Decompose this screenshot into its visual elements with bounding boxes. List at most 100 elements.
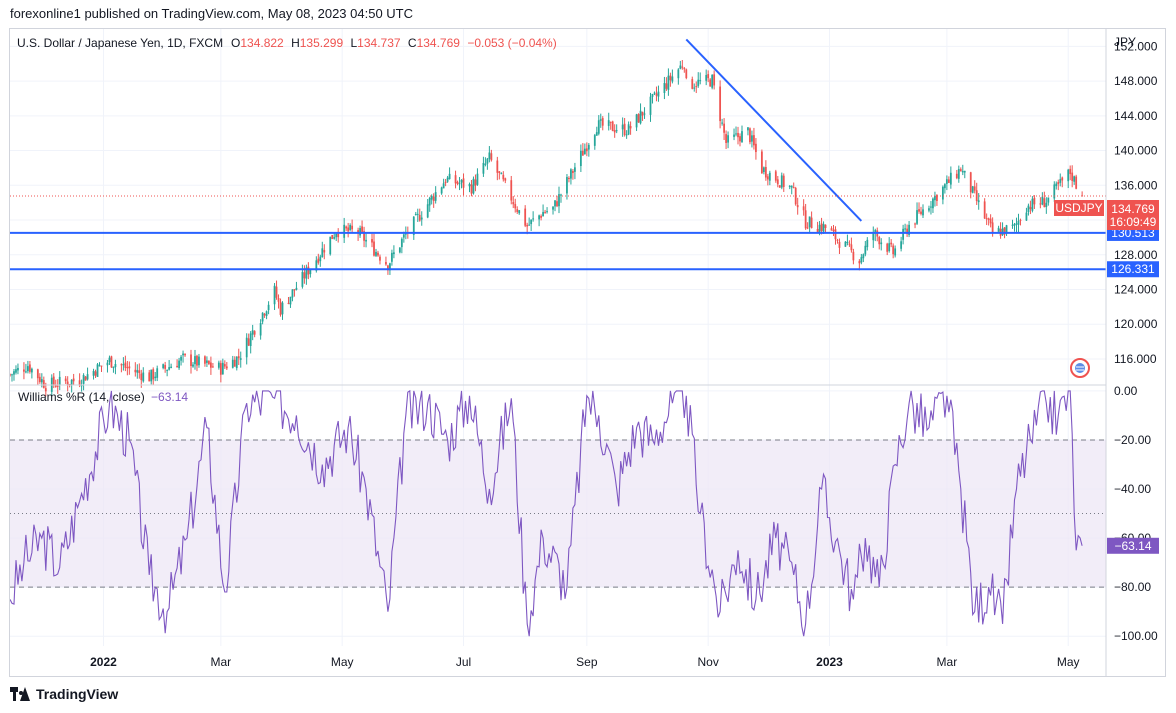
candle-body [504, 178, 507, 181]
candle-body [1047, 197, 1050, 203]
candle-body [456, 181, 459, 184]
candle [621, 117, 624, 137]
candle [211, 362, 214, 368]
candle [1015, 217, 1018, 233]
candle [916, 202, 918, 225]
candle [1067, 168, 1070, 189]
candle-body [385, 261, 387, 265]
candle-body [776, 179, 779, 185]
candle [560, 193, 562, 203]
candle-body [476, 173, 479, 185]
candle [1075, 174, 1078, 190]
candle [15, 365, 17, 375]
candle-body [558, 194, 560, 207]
candle [1033, 195, 1036, 209]
drawn-lines[interactable] [10, 38, 1106, 271]
candle-body [194, 356, 196, 365]
candle-body [80, 385, 83, 387]
candle [434, 186, 437, 204]
candle-body [906, 228, 908, 235]
candle-body [333, 237, 336, 239]
candle-body [1001, 228, 1004, 235]
chart-frame[interactable]: 116.000120.000124.000128.000132.000136.0… [9, 28, 1166, 677]
candle-body [122, 364, 125, 366]
candle [275, 280, 278, 300]
candle-body [510, 180, 513, 201]
candle-body [538, 215, 541, 220]
wr-value-tag: −63.14 [1114, 539, 1151, 553]
candle-body [1031, 198, 1034, 211]
candle-body [566, 177, 568, 194]
time-axis[interactable]: 2022 Mar May Jul Sep Nov 2023 Mar May [90, 655, 1079, 669]
candle-body [530, 219, 533, 225]
candle-body [291, 289, 294, 298]
candle-body [136, 370, 139, 373]
candle-body [560, 194, 562, 196]
level-price-tag-bg [1107, 261, 1159, 278]
candle-body [945, 179, 948, 184]
candle [649, 92, 652, 122]
price-chart-svg[interactable]: 116.000120.000124.000128.000132.000136.0… [9, 29, 1165, 676]
candle [928, 205, 930, 213]
candle [440, 186, 443, 195]
candle [1013, 222, 1016, 232]
candle-body [1045, 202, 1048, 208]
price-tick-label: 128.000 [1114, 248, 1158, 262]
wr-value-tag-bg [1107, 537, 1159, 554]
candle-body [94, 371, 97, 376]
candle [822, 221, 825, 234]
candle [462, 173, 465, 196]
candle-body [142, 372, 145, 382]
candle [623, 117, 626, 137]
price-tag-countdown: 16:09:49 [1110, 215, 1157, 229]
candle [820, 217, 823, 235]
candle-body [446, 177, 449, 182]
indicator-name[interactable]: Williams %R (14, close) [18, 390, 145, 404]
candle [210, 356, 212, 375]
wr-tick-label: −80.00 [1114, 580, 1151, 594]
candle [11, 373, 13, 382]
candle [170, 363, 173, 369]
candle [683, 66, 686, 73]
candle [860, 253, 863, 265]
candle [98, 362, 101, 367]
williams-r-axis[interactable]: 0.00−20.00−40.00−60.00−80.00−100.00−63.1… [1107, 384, 1159, 643]
candle [430, 194, 433, 205]
legend-symbol[interactable]: U.S. Dollar / Japanese Yen, 1D, FXCM [17, 36, 223, 50]
candle [398, 247, 401, 254]
candle-body [233, 359, 236, 367]
candle [426, 199, 429, 219]
candle [749, 127, 751, 145]
candle-body [959, 169, 962, 172]
candle-body [544, 211, 546, 213]
last-price-badge[interactable]: USDJPY 134.769 16:09:49 [1054, 200, 1159, 230]
candle [460, 179, 463, 189]
candle [36, 368, 39, 386]
candle [872, 226, 875, 248]
candle-body [570, 169, 572, 179]
candle-body [38, 376, 41, 382]
candle-body [42, 380, 45, 388]
flag-icon[interactable] [1070, 358, 1090, 378]
candle [850, 237, 853, 253]
candle-body [888, 243, 891, 252]
candle [245, 333, 248, 365]
candle [824, 224, 827, 234]
candle-body [918, 209, 920, 212]
candle [874, 228, 877, 242]
trendline[interactable] [685, 38, 863, 222]
candle [446, 175, 449, 183]
candle [134, 362, 137, 377]
candle-body [643, 113, 646, 115]
candle [790, 185, 793, 195]
candle-body [170, 366, 173, 369]
candle-body [428, 197, 431, 206]
candle-body [363, 231, 365, 241]
candle [502, 171, 505, 182]
footer-brand[interactable]: TradingView [10, 686, 118, 702]
williams-r-series [9, 389, 1083, 637]
legend-close: 134.769 [417, 36, 461, 50]
candle-body [836, 239, 839, 241]
candle [609, 121, 612, 130]
candle [80, 379, 83, 392]
